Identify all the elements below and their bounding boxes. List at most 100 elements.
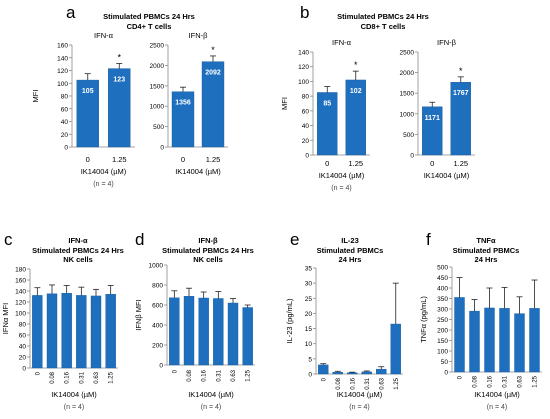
panel-e-title-line1: IL-23 (341, 236, 359, 245)
y-axis-label: IFNβ MFI (134, 299, 143, 330)
x-tick-label: 1.25 (533, 375, 539, 387)
bar (376, 368, 387, 375)
panel-letter-f: f (426, 230, 431, 249)
y-tick-label: 200 (152, 343, 163, 350)
panel-letter-d: d (135, 230, 145, 249)
chart-a1: 0 20 40 60 80 100 120 140 160 MFI IFN-α 105 0 123 * 1.2… (31, 31, 135, 188)
y-tick-label: 0 (22, 366, 26, 373)
bar (514, 313, 525, 373)
panel-e-title-line2: Stimulated PBMCs (316, 245, 384, 255)
y-tick-label: 25 (305, 296, 313, 303)
chart-b1: 0 20 40 60 80 100 120 140 MFI IFN-α 85 0 102 * 1.25 IK1… (280, 38, 370, 192)
x-tick-label: 1.25 (394, 377, 400, 389)
y-tick-label: 80 (61, 94, 69, 101)
x-tick-label: 0.08 (50, 371, 56, 383)
y-tick-label: 140 (57, 55, 68, 62)
bar-value-label: 2092 (205, 70, 221, 77)
y-tick-label: 450 (437, 275, 448, 282)
bar-value-label: 1356 (175, 100, 191, 107)
x-axis-label: IK14004 (µM) (188, 390, 234, 399)
y-axis-label: MFI (280, 97, 289, 110)
x-tick-label: 0 (430, 159, 434, 168)
y-tick-label: 80 (19, 322, 27, 329)
x-tick-label: 1.25 (206, 155, 221, 164)
bar (32, 295, 43, 369)
y-tick-label: 20 (302, 138, 310, 145)
bar (390, 323, 401, 375)
x-tick-label: 1.25 (109, 371, 115, 383)
y-tick-label: 500 (437, 265, 448, 272)
y-tick-label: 0 (64, 145, 68, 152)
bar (90, 295, 102, 369)
y-tick-label: 400 (152, 323, 163, 330)
x-tick-label: 0.63 (94, 371, 100, 383)
y-tick-label: 20 (19, 355, 27, 362)
y-tick-label: 80 (302, 94, 310, 101)
y-tick-label: 1000 (150, 104, 165, 111)
x-axis-label: IK14004 (µM) (319, 171, 365, 180)
y-tick-label: 0 (308, 372, 312, 379)
panel-c-title-line3: NK cells (63, 255, 93, 264)
panel-letter-a: a (66, 3, 76, 22)
y-axis-label: IFNα MFI (1, 303, 10, 334)
x-tick-label: 0 (458, 375, 464, 379)
panel-d-title-line2: Stimulated PBMCs 24 Hrs (162, 245, 254, 255)
x-tick-label: 0 (181, 155, 185, 164)
bar (361, 371, 372, 375)
panel-letter-c: c (4, 230, 13, 249)
chart-f: 0 50 100 150 200 250 300 350 400 450 500 TNFα (pg/m… (419, 265, 542, 411)
y-tick-label: 100 (15, 311, 26, 318)
x-tick-label: 0.08 (336, 377, 342, 389)
panel-d-title: IFN-β Stimulated PBMCs 24 Hrs NK cells (158, 236, 258, 265)
y-axis-label: MFI (31, 90, 40, 103)
x-tick-label: 0.08 (473, 375, 479, 387)
bar-value-label: 105 (82, 88, 94, 95)
y-tick-label: 0 (305, 153, 309, 160)
x-tick-label: 0 (321, 377, 327, 381)
y-tick-label: 100 (57, 81, 68, 88)
bar (332, 371, 343, 375)
x-axis-label: IK14004 (µM) (337, 390, 383, 399)
bar-value-label: 1171 (425, 115, 440, 122)
x-tick-label: 0.31 (503, 375, 509, 387)
bar (183, 296, 195, 366)
y-tick-label: 2500 (150, 43, 165, 50)
panel-b-title-line1: Stimulated PBMCs 24 Hrs (337, 12, 429, 21)
significance-marker: * (354, 60, 358, 70)
bar (454, 297, 465, 373)
y-tick-label: 120 (57, 68, 68, 75)
panel-f-title-line2: Stimulated PBMCs (452, 245, 520, 255)
bar (227, 302, 239, 366)
bar (213, 298, 224, 366)
y-tick-label: 400 (437, 286, 448, 293)
y-tick-label: 0 (444, 370, 448, 377)
significance-marker: * (459, 66, 463, 76)
y-tick-label: 180 (15, 267, 26, 274)
n-label: (n = 4) (201, 404, 221, 411)
x-tick-label: 1.25 (348, 159, 363, 168)
y-tick-label: 1500 (400, 91, 415, 98)
chart-b2: 0 500 1000 1500 2000 2500 IFN-β 1171 0 1767 * 1.25 I… (400, 38, 475, 180)
y-tick-label: 250 (437, 317, 448, 324)
x-tick-label: 0.63 (518, 375, 524, 387)
n-label: (n = 4) (331, 185, 351, 192)
significance-marker: * (117, 52, 121, 62)
y-tick-label: 5 (308, 356, 312, 363)
y-tick-label: 140 (15, 289, 26, 296)
panel-f-title-line3: 24 Hrs (474, 255, 498, 264)
panel-letter-e: e (290, 230, 300, 249)
y-tick-label: 1000 (149, 263, 164, 270)
bar (469, 310, 480, 373)
panel-c-title-line2: Stimulated PBMCs 24 Hrs (32, 245, 124, 255)
x-tick-label: 1.25 (246, 369, 252, 381)
bar (242, 307, 253, 366)
bar (318, 364, 329, 375)
y-tick-label: 15 (305, 326, 313, 333)
bar (76, 295, 87, 369)
bar (61, 293, 72, 369)
y-tick-label: 500 (403, 132, 414, 139)
y-tick-label: 20 (61, 132, 69, 139)
y-tick-label: 160 (15, 278, 26, 285)
subplot-title: IFN-α (332, 38, 352, 47)
